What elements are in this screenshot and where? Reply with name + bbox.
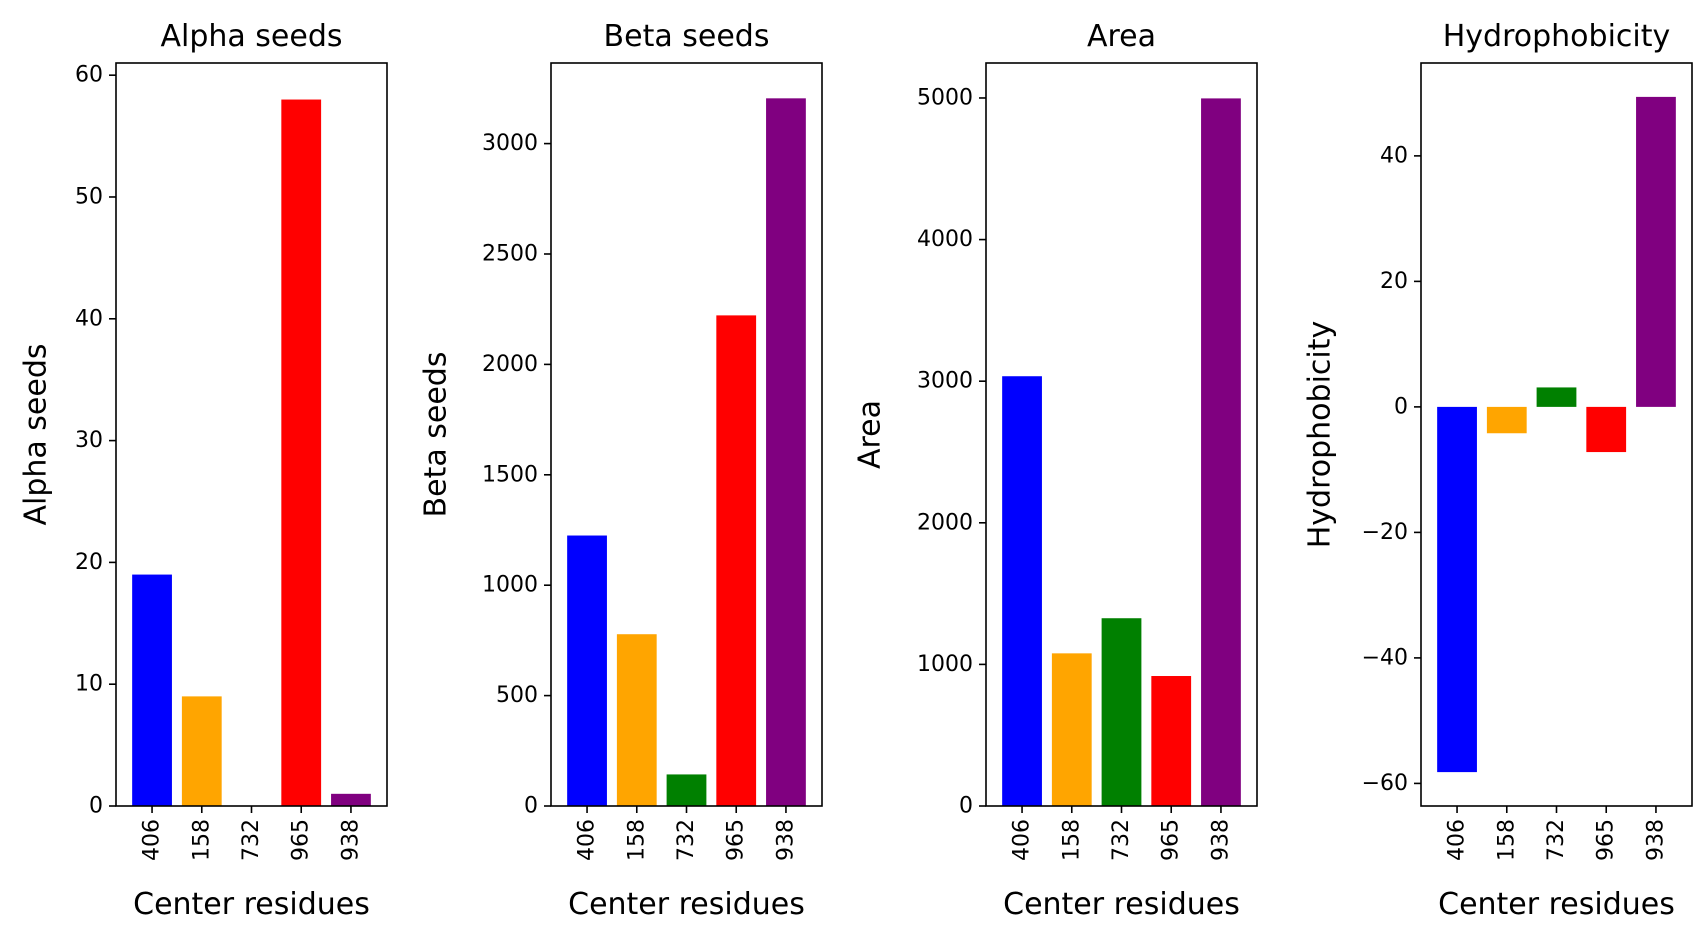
- bar-965: [716, 315, 757, 806]
- bar-158: [616, 634, 657, 806]
- bar-965: [1151, 676, 1192, 806]
- y-tick-label: −40: [1362, 645, 1408, 670]
- chart-title: Area: [1087, 19, 1156, 54]
- y-axis-label: Hydrophobicity: [1303, 321, 1338, 549]
- x-tick-label: 158: [189, 819, 214, 861]
- bar-938: [1636, 96, 1676, 407]
- y-tick-label: −60: [1362, 771, 1408, 796]
- x-tick-label: 406: [1010, 819, 1035, 861]
- y-tick-label: 0: [959, 794, 973, 819]
- x-tick-label: 732: [239, 819, 264, 861]
- y-tick-label: 20: [75, 550, 103, 575]
- x-tick-label: 938: [1208, 819, 1233, 861]
- x-tick-label: 158: [1494, 819, 1519, 861]
- chart-title: Hydrophobicity: [1443, 19, 1671, 54]
- y-axis-label: Beta seeds: [419, 352, 454, 518]
- y-tick-label: 1500: [482, 462, 538, 487]
- bar-732: [1101, 618, 1142, 806]
- y-tick-label: 2000: [482, 352, 538, 377]
- bar-158: [1051, 653, 1092, 806]
- y-tick-label: 500: [496, 683, 538, 708]
- y-tick-label: 50: [75, 184, 103, 209]
- y-axis-label: Area: [853, 400, 888, 469]
- y-tick-label: 40: [1380, 143, 1408, 168]
- bar-732: [666, 774, 707, 806]
- x-tick-label: 965: [1594, 819, 1619, 861]
- bar-158: [181, 696, 222, 806]
- bar-965: [281, 99, 322, 807]
- y-tick-label: 2500: [482, 241, 538, 266]
- y-tick-label: 5000: [917, 85, 973, 110]
- x-tick-label: 406: [140, 819, 165, 861]
- y-tick-label: 0: [1394, 394, 1408, 419]
- x-axis-label: Center residues: [1003, 887, 1240, 922]
- bar-158: [1486, 406, 1527, 434]
- y-tick-label: 1000: [482, 573, 538, 598]
- y-tick-label: 1000: [917, 652, 973, 677]
- x-tick-label: 158: [624, 819, 649, 861]
- chart-title: Alpha seeds: [160, 19, 342, 54]
- x-tick-label: 965: [1159, 819, 1184, 861]
- x-tick-label: 158: [1059, 819, 1084, 861]
- x-tick-label: 406: [575, 819, 600, 861]
- x-tick-label: 965: [289, 819, 314, 861]
- chart-title: Beta seeds: [604, 19, 770, 54]
- y-tick-label: −20: [1362, 520, 1408, 545]
- y-tick-label: 60: [75, 63, 103, 88]
- bar-938: [331, 793, 371, 806]
- x-tick-label: 938: [773, 819, 798, 861]
- x-tick-label: 938: [338, 819, 363, 861]
- y-tick-label: 3000: [482, 131, 538, 156]
- x-axis-label: Center residues: [568, 887, 805, 922]
- bar-732: [1536, 387, 1577, 407]
- bar-406: [567, 535, 607, 806]
- x-tick-label: 406: [1445, 819, 1470, 861]
- bar-406: [132, 574, 172, 806]
- x-axis-label: Center residues: [133, 887, 370, 922]
- y-tick-label: 0: [89, 794, 103, 819]
- y-tick-label: 40: [75, 306, 103, 331]
- y-tick-label: 2000: [917, 510, 973, 535]
- subplot-3: 0 1000 2000 3000 4000 5000 406 158 732 965 938 Area…: [853, 19, 1258, 922]
- x-axis-label: Center residues: [1438, 887, 1675, 922]
- bar-965: [1586, 406, 1627, 453]
- subplot-1: 0 10 20 30 40 50 60 406 158 732 965 938 Alpha seeds C…: [19, 19, 388, 922]
- y-tick-label: 10: [75, 672, 103, 697]
- x-tick-label: 965: [724, 819, 749, 861]
- bar-938: [766, 98, 806, 806]
- bar-938: [1201, 98, 1241, 806]
- x-tick-label: 732: [1544, 819, 1569, 861]
- y-tick-label: 0: [524, 794, 538, 819]
- subplot-2: 0 500 1000 1500 2000 2500 3000 406 158 732 965 938 B…: [419, 19, 823, 922]
- x-tick-label: 938: [1643, 819, 1668, 861]
- y-tick-label: 30: [75, 428, 103, 453]
- x-tick-label: 732: [1109, 819, 1134, 861]
- y-tick-label: 20: [1380, 269, 1408, 294]
- subplot-4: −60 −40 −20 0 20 40 406 158 732 965 938 Hydrophobic…: [1303, 19, 1693, 922]
- bar-406: [1002, 376, 1042, 806]
- y-tick-label: 3000: [917, 369, 973, 394]
- y-axis-label: Alpha seeds: [19, 343, 54, 525]
- bar-406: [1437, 406, 1477, 773]
- x-tick-label: 732: [674, 819, 699, 861]
- y-tick-label: 4000: [917, 227, 973, 252]
